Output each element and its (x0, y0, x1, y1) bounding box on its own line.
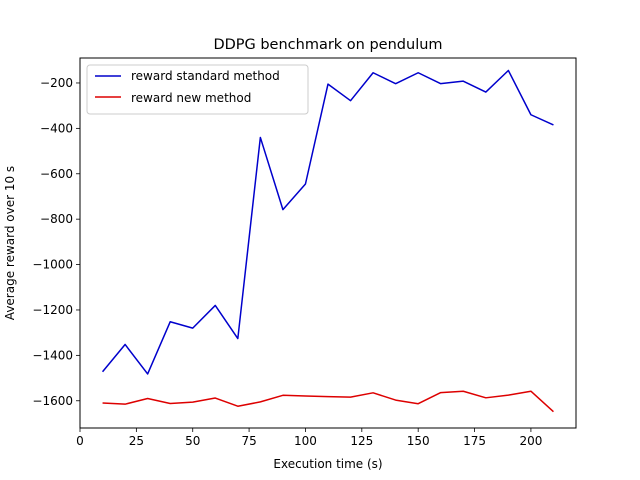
chart-title: DDPG benchmark on pendulum (213, 37, 442, 53)
y-tick-label: −1000 (32, 258, 73, 272)
x-tick-label: 25 (129, 434, 144, 448)
x-tick-label: 50 (185, 434, 200, 448)
series-layer (101, 69, 554, 413)
y-axis-ticks: −1600 −1400 −1200 −1000 −800 −600 −400 −200 (32, 76, 80, 408)
x-tick-label: 100 (294, 434, 317, 448)
x-tick-label: 125 (350, 434, 373, 448)
y-axis-label: Average reward over 10 s (3, 166, 17, 320)
y-tick-label: −400 (40, 121, 73, 135)
x-tick-label: 200 (519, 434, 542, 448)
y-tick-label: −200 (40, 76, 73, 90)
x-tick-label: 150 (407, 434, 430, 448)
x-axis-label: Execution time (s) (273, 457, 382, 471)
x-tick-label: 0 (76, 434, 84, 448)
x-axis-ticks: 0 25 50 75 100 125 150 175 200 (76, 428, 542, 448)
x-tick-label: 175 (463, 434, 486, 448)
plot-area-frame (79, 57, 577, 429)
legend-label-standard: reward standard method (131, 69, 280, 83)
series-line-0 (101, 69, 554, 375)
y-tick-label: −1200 (32, 303, 73, 317)
y-tick-label: −800 (40, 212, 73, 226)
y-tick-label: −1600 (32, 394, 73, 408)
y-tick-label: −1400 (32, 348, 73, 362)
y-tick-label: −600 (40, 167, 73, 181)
x-tick-label: 75 (241, 434, 256, 448)
series-line-1 (102, 390, 554, 413)
legend-label-new: reward new method (131, 91, 251, 105)
legend: reward standard method reward new method (86, 64, 309, 115)
legend-box (86, 64, 309, 115)
